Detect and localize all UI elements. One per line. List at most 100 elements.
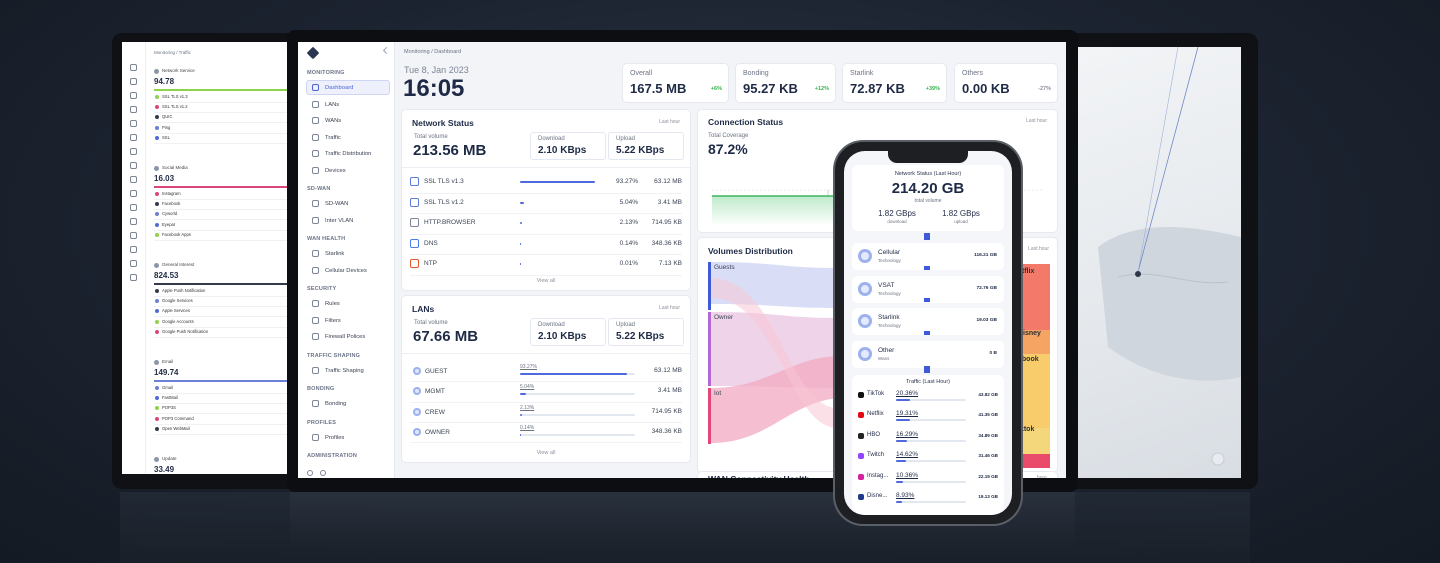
nav-item[interactable]: Filters: [325, 317, 341, 324]
connector: [924, 233, 930, 240]
period-select[interactable]: Last hour: [1028, 246, 1049, 252]
row-name: CREW: [425, 408, 445, 416]
item-line: [154, 296, 292, 297]
node-label: Guests: [714, 264, 735, 271]
sankey: [708, 262, 838, 444]
row-line: [410, 254, 682, 256]
breadcrumb: Monitoring / Dashboard: [404, 49, 462, 55]
app-name: TikTok: [867, 391, 885, 397]
link-value: 72.76 GB: [976, 285, 997, 291]
bar-track: [896, 501, 966, 503]
group-icon: [154, 457, 159, 462]
item-icon: [155, 299, 159, 304]
period-select[interactable]: Last hour: [659, 305, 680, 311]
download-label: Download: [538, 322, 565, 328]
panel-title: WAN Connectivity Health: [708, 474, 810, 478]
app-share: 16.29%: [896, 430, 919, 438]
nav-item[interactable]: Traffic Shaping: [325, 367, 364, 374]
share-bar: [520, 263, 521, 266]
period-select[interactable]: Last hour: [659, 119, 680, 125]
user-icon[interactable]: [307, 470, 313, 476]
nav-item[interactable]: Rules: [325, 301, 340, 307]
nav-item[interactable]: Traffic Distribution: [325, 151, 372, 157]
group-title: General Interest: [162, 262, 195, 267]
row-volume: 714.95 KB: [651, 219, 682, 227]
side-rail: [122, 42, 146, 474]
item-name: SSL TLS v1.3: [162, 94, 188, 99]
row-volume: 63.12 MB: [654, 178, 682, 185]
app-icon: [858, 473, 864, 480]
nav-item[interactable]: WANs: [325, 118, 342, 124]
row-volume: 348.36 KB: [651, 427, 682, 435]
nav-icon: [312, 150, 319, 157]
bar-track: [520, 393, 635, 396]
node: [708, 388, 711, 444]
nav-item[interactable]: Inter VLAN: [325, 217, 354, 224]
row-volume: 3.41 MB: [657, 198, 682, 206]
nav-icon: [312, 400, 319, 407]
connector: [924, 330, 930, 335]
map: [1098, 47, 1241, 466]
bar-track: [520, 222, 600, 225]
nav-section: WAN HEALTH: [307, 236, 346, 242]
link-sub: Wans: [878, 355, 890, 361]
share-bar: [520, 413, 523, 416]
nav-icon: [312, 117, 319, 124]
download-value: 2.10 KBps: [538, 145, 587, 156]
map-control[interactable]: [1211, 452, 1225, 466]
group-title: Update: [162, 456, 177, 461]
date: Tue 8, Jan 2023: [404, 65, 469, 75]
nav-icon: [312, 216, 319, 224]
app-band: [1016, 428, 1050, 454]
stat-value: 95.27 KB: [743, 81, 798, 96]
row-share: 2.13%: [619, 219, 638, 227]
item-icon: [155, 202, 159, 207]
row-share: 0.01%: [619, 260, 638, 268]
group-title: Social Media: [162, 165, 188, 170]
nav-item[interactable]: Cellular Devices: [325, 267, 367, 274]
nav-item[interactable]: LANs: [325, 101, 340, 108]
item-icon: [155, 115, 159, 120]
view-all[interactable]: View all: [536, 450, 556, 456]
item-name: Google Services: [162, 298, 193, 304]
nav-item[interactable]: Starlink: [325, 251, 345, 257]
row-volume: 3.41 MB: [657, 387, 682, 395]
row-icon: [410, 197, 419, 207]
item-name: Gmail: [162, 385, 173, 390]
rail-icon: [130, 274, 137, 281]
period-select[interactable]: hour: [1036, 475, 1047, 478]
settings-icon[interactable]: [320, 470, 326, 476]
row-icon: [410, 259, 419, 269]
download-label: download: [887, 219, 907, 224]
stat-card: Starlink 72.87 KB +39%: [843, 64, 946, 102]
link-name: VSAT: [878, 281, 895, 289]
share-bar: [896, 501, 903, 503]
nav-item[interactable]: Traffic: [325, 134, 341, 141]
nav-item[interactable]: Profiles: [325, 434, 345, 441]
nav-item[interactable]: SD-WAN: [325, 201, 349, 207]
panel-title: Connection Status: [708, 117, 784, 127]
row-volume: 714.95 KB: [651, 407, 682, 415]
app-volume: 22.19 GB: [978, 473, 998, 479]
stat-change: +6%: [710, 86, 722, 92]
period-select[interactable]: Last hour: [1026, 118, 1047, 124]
upload-box: [608, 132, 684, 160]
share-bar: [520, 433, 521, 436]
route: [1137, 47, 1199, 273]
nav-item[interactable]: Devices: [325, 167, 346, 174]
nav-item[interactable]: Bonding: [325, 401, 347, 407]
group-total: 149.74: [154, 368, 179, 377]
stat-change: -27%: [1038, 86, 1051, 92]
app-share: 19.31%: [896, 410, 919, 418]
nav-item[interactable]: Dashboard: [325, 85, 354, 91]
rail-icon: [130, 204, 137, 211]
row-line: [410, 442, 682, 444]
row-share: 5.04%: [619, 198, 638, 206]
view-all[interactable]: View all: [536, 278, 556, 284]
item-name: Facebook Apps: [162, 231, 191, 237]
upload-label: Upload: [616, 322, 636, 328]
bar-track: [520, 413, 635, 416]
nav-item[interactable]: Firewall Polices: [325, 334, 366, 340]
upload-label: Upload: [616, 136, 636, 142]
row-icon: [410, 177, 419, 186]
